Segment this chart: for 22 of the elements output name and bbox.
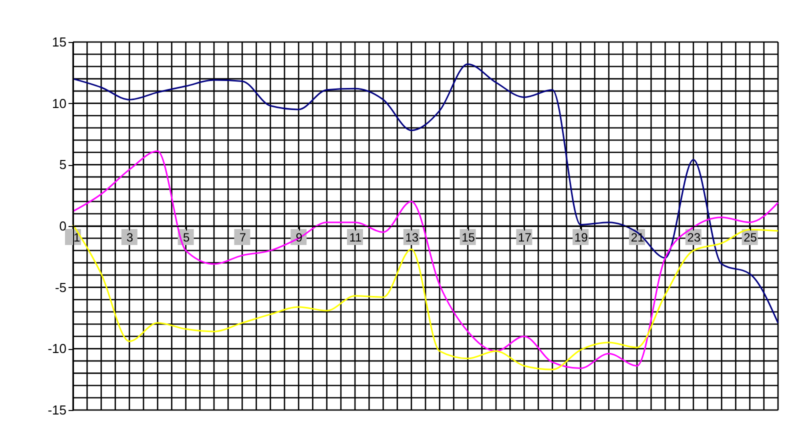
x-tick-label: 13 [405, 230, 419, 244]
x-tick-label: 3 [126, 230, 134, 244]
y-tick-label: 15 [52, 34, 66, 50]
line-series [72, 224, 779, 370]
x-tick-label: 25 [744, 230, 758, 244]
x-tick-label: 19 [574, 230, 588, 244]
y-tick-label: -5 [54, 280, 66, 295]
x-tick-label: 5 [182, 230, 190, 244]
y-tick-label: -10 [48, 341, 66, 356]
x-tick-label: 21 [630, 230, 644, 244]
line-series [72, 63, 779, 324]
x-tick-label: 17 [518, 230, 532, 244]
x-tick-label: 11 [349, 230, 362, 244]
line-series [72, 150, 779, 370]
x-tick-label: 23 [687, 230, 701, 244]
y-tick-label: 10 [52, 96, 66, 111]
y-tick-label: 0 [59, 218, 66, 234]
x-tick-label: 7 [239, 230, 246, 244]
x-tick-label: 15 [462, 230, 476, 244]
y-tick-label: -15 [48, 402, 66, 418]
x-tick-label: 1 [74, 230, 80, 244]
y-tick-label: 5 [59, 157, 66, 172]
